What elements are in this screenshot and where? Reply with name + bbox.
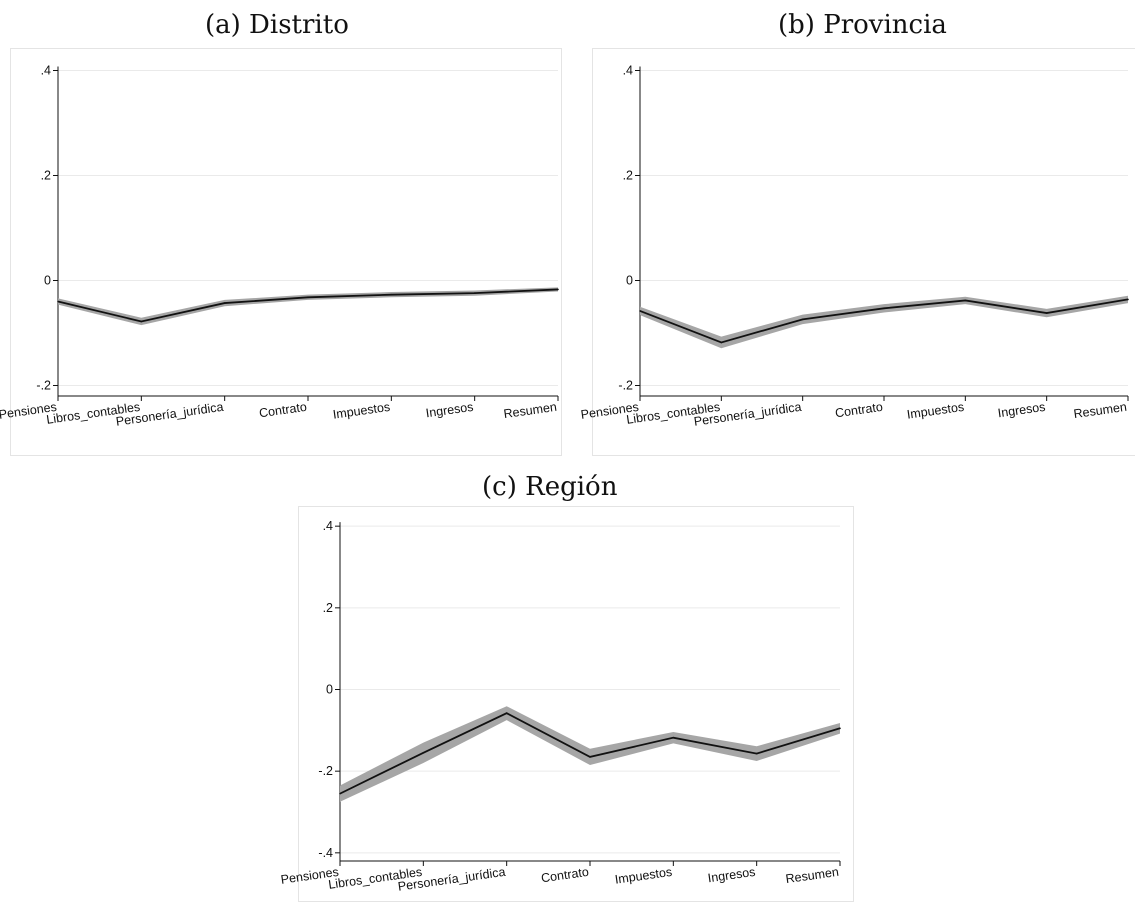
confidence-band (640, 295, 1128, 349)
data-point (1045, 312, 1048, 314)
data-point (422, 751, 425, 754)
data-point (639, 310, 641, 312)
x-category-label: Impuestos (906, 400, 965, 422)
y-tick-label: .4 (41, 64, 51, 78)
confidence-band (340, 706, 840, 802)
panel-b-title: (b) Provincia (778, 10, 947, 40)
x-category-label: Impuestos (332, 400, 391, 422)
y-tick-label: -.2 (618, 379, 633, 393)
y-tick-label: -.4 (318, 846, 333, 860)
data-point (839, 727, 841, 730)
chart-frame (592, 48, 1135, 456)
y-tick-label: .2 (323, 601, 333, 615)
y-tick-label: -.2 (36, 379, 51, 393)
data-point (390, 293, 393, 296)
chart-provincia: -.20.2.4PensionesLibros_contablesPersone… (580, 48, 1135, 456)
x-category-label: Ingresos (997, 400, 1046, 421)
x-category-label: Contrato (540, 865, 589, 886)
data-point (223, 302, 226, 304)
chart-region: -.4-.20.2.4PensionesLibros_contablesPers… (280, 506, 854, 902)
y-tick-label: .4 (623, 64, 633, 78)
data-point (801, 318, 804, 321)
y-tick-label: .4 (323, 519, 333, 533)
data-point (473, 292, 476, 294)
data-point (720, 341, 723, 344)
chart-frame (10, 48, 562, 456)
chart-frame (298, 506, 854, 902)
x-category-label: Contrato (834, 400, 883, 421)
data-point (1127, 298, 1129, 301)
panel-a-title: (a) Distrito (205, 10, 349, 40)
x-category-label: Ingresos (707, 865, 756, 886)
y-tick-label: -.2 (318, 764, 333, 778)
y-tick-label: 0 (44, 274, 51, 288)
data-point (57, 300, 59, 303)
x-category-label: Contrato (258, 400, 307, 421)
x-category-label: Impuestos (614, 865, 673, 887)
data-point (557, 288, 559, 291)
data-point (307, 296, 309, 299)
data-point (964, 299, 967, 302)
data-point (755, 752, 758, 755)
data-point (505, 712, 508, 714)
data-point (883, 307, 885, 310)
x-category-label: Resumen (1073, 400, 1128, 421)
x-category-label: Resumen (503, 400, 558, 421)
confidence-band (58, 287, 558, 326)
y-tick-label: .2 (41, 169, 51, 183)
y-tick-label: 0 (326, 683, 333, 697)
y-tick-label: .2 (623, 169, 633, 183)
data-point (140, 320, 143, 323)
data-point (339, 792, 341, 795)
x-category-label: Ingresos (425, 400, 474, 421)
data-point (672, 736, 675, 739)
x-category-label: Resumen (785, 865, 840, 886)
chart-distrito: -.20.2.4PensionesLibros_contablesPersone… (0, 48, 562, 456)
panel-c-title: (c) Región (482, 472, 618, 502)
data-point (589, 756, 591, 758)
y-tick-label: 0 (626, 274, 633, 288)
